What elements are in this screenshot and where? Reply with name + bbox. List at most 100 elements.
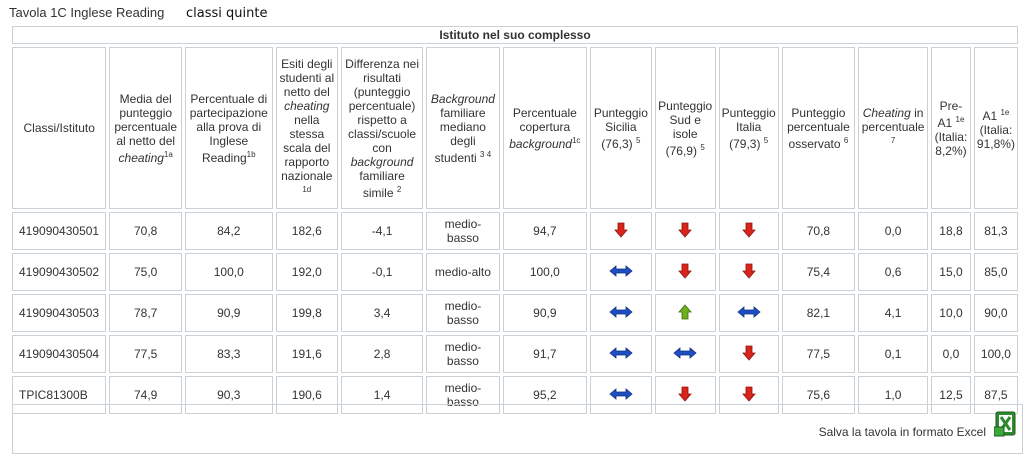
cell-cheating: 0,0 [858, 212, 929, 250]
cell-sud [654, 376, 716, 414]
cell-differenza: 3,4 [341, 294, 424, 332]
cell-italia [718, 294, 779, 332]
cell-esiti: 192,0 [275, 253, 339, 291]
cell-copertura: 91,7 [502, 335, 587, 373]
cell-sicilia [589, 335, 652, 373]
cell-classe: 419090430502 [12, 253, 107, 291]
column-header-1: Media del punteggio percentuale al netto… [109, 47, 182, 209]
cell-media: 77,5 [109, 335, 182, 373]
cell-osservato: 77,5 [781, 335, 856, 373]
cell-osservato: 75,6 [781, 376, 856, 414]
cell-background: medio-alto [426, 253, 500, 291]
cell-italia [718, 253, 779, 291]
page-title: Tavola 1C Inglese Reading [9, 5, 165, 20]
cell-esiti: 199,8 [275, 294, 339, 332]
cell-sicilia [589, 253, 652, 291]
column-header-10: Punteggio percentuale osservato 6 [781, 47, 856, 209]
cell-esiti: 190,6 [275, 376, 339, 414]
cell-sicilia [589, 294, 652, 332]
cell-differenza: 1,4 [341, 376, 424, 414]
cell-prea1: 0,0 [931, 335, 971, 373]
cell-a1: 90,0 [973, 294, 1018, 332]
cell-classe: 419090430501 [12, 212, 107, 250]
arrow-equal-icon [737, 305, 761, 321]
column-header-row: Classi/Istituto Media del punteggio perce… [12, 47, 1018, 209]
column-header-6: Percentuale copertura background1c [502, 47, 587, 209]
cell-italia [718, 376, 779, 414]
arrow-down-icon [678, 386, 693, 405]
column-header-5: Background familiare mediano degli stude… [426, 47, 500, 209]
arrow-equal-icon [609, 387, 633, 403]
column-header-4: Differenza nei risultati (punteggio perc… [341, 47, 424, 209]
arrow-down-icon [613, 222, 628, 241]
cell-background: medio-basso [426, 376, 500, 414]
cell-sicilia [589, 212, 652, 250]
cell-sud [654, 212, 716, 250]
arrow-down-icon [741, 345, 756, 364]
cell-a1: 100,0 [973, 335, 1018, 373]
cell-copertura: 94,7 [502, 212, 587, 250]
arrow-down-icon [741, 222, 756, 241]
column-header-8: Punteggio Sud e isole (76,9) 5 [654, 47, 716, 209]
cell-partecipazione: 100,0 [184, 253, 273, 291]
cell-media: 75,0 [109, 253, 182, 291]
cell-sud [654, 335, 716, 373]
cell-prea1: 15,0 [931, 253, 971, 291]
cell-copertura: 90,9 [502, 294, 587, 332]
table-row: 419090430504 77,5 83,3 191,6 2,8 medio-basso 9… [12, 335, 1018, 373]
arrow-equal-icon [673, 346, 697, 362]
page-subtitle: classi quinte [186, 6, 268, 21]
cell-cheating: 1,0 [858, 376, 929, 414]
cell-esiti: 182,6 [275, 212, 339, 250]
table-footer: Salva la tavola in formato Excel [12, 404, 1023, 454]
arrow-up-icon [678, 303, 693, 323]
cell-osservato: 75,4 [781, 253, 856, 291]
cell-a1: 81,3 [973, 212, 1018, 250]
cell-background: medio-basso [426, 212, 500, 250]
cell-background: medio-basso [426, 335, 500, 373]
column-header-2: Percentuale di partecipazione alla prova… [184, 47, 273, 209]
cell-background: medio-basso [426, 294, 500, 332]
excel-icon[interactable] [993, 411, 1018, 437]
cell-differenza: -0,1 [341, 253, 424, 291]
column-header-7: Punteggio Sicilia (76,3) 5 [589, 47, 652, 209]
cell-prea1: 10,0 [931, 294, 971, 332]
cell-sicilia [589, 376, 652, 414]
cell-partecipazione: 90,3 [184, 376, 273, 414]
cell-copertura: 95,2 [502, 376, 587, 414]
column-header-11: Cheating in percentuale 7 [858, 47, 929, 209]
cell-italia [718, 335, 779, 373]
cell-copertura: 100,0 [502, 253, 587, 291]
cell-prea1: 18,8 [931, 212, 971, 250]
column-header-0: Classi/Istituto [12, 47, 107, 209]
arrow-down-icon [741, 263, 756, 282]
cell-partecipazione: 83,3 [184, 335, 273, 373]
column-header-12: Pre-A1 1e (Italia: 8,2%) [931, 47, 971, 209]
cell-osservato: 70,8 [781, 212, 856, 250]
group-header: Istituto nel suo complesso [12, 26, 1018, 44]
save-excel-link[interactable]: Salva la tavola in formato Excel [818, 425, 986, 439]
cell-classe: TPIC81300B [12, 376, 107, 414]
cell-partecipazione: 90,9 [184, 294, 273, 332]
cell-media: 74,9 [109, 376, 182, 414]
cell-media: 70,8 [109, 212, 182, 250]
arrow-equal-icon [609, 264, 633, 280]
arrow-down-icon [741, 386, 756, 405]
table-row: 419090430503 78,7 90,9 199,8 3,4 medio-basso 9… [12, 294, 1018, 332]
table-body: 419090430501 70,8 84,2 182,6 -4,1 medio-basso… [12, 212, 1018, 414]
arrow-equal-icon [609, 305, 633, 321]
cell-classe: 419090430503 [12, 294, 107, 332]
cell-a1: 85,0 [973, 253, 1018, 291]
table-row: 419090430502 75,0 100,0 192,0 -0,1 medio-alto… [12, 253, 1018, 291]
arrow-equal-icon [609, 346, 633, 362]
cell-differenza: 2,8 [341, 335, 424, 373]
column-header-13: A1 1e (Italia: 91,8%) [973, 47, 1018, 209]
cell-a1: 87,5 [973, 376, 1018, 414]
column-header-3: Esiti degli studenti al netto del cheati… [275, 47, 339, 209]
cell-sud [654, 253, 716, 291]
cell-italia [718, 212, 779, 250]
cell-media: 78,7 [109, 294, 182, 332]
cell-esiti: 191,6 [275, 335, 339, 373]
results-table: Istituto nel suo complesso Classi/Istitu… [9, 23, 1021, 417]
arrow-down-icon [678, 222, 693, 241]
